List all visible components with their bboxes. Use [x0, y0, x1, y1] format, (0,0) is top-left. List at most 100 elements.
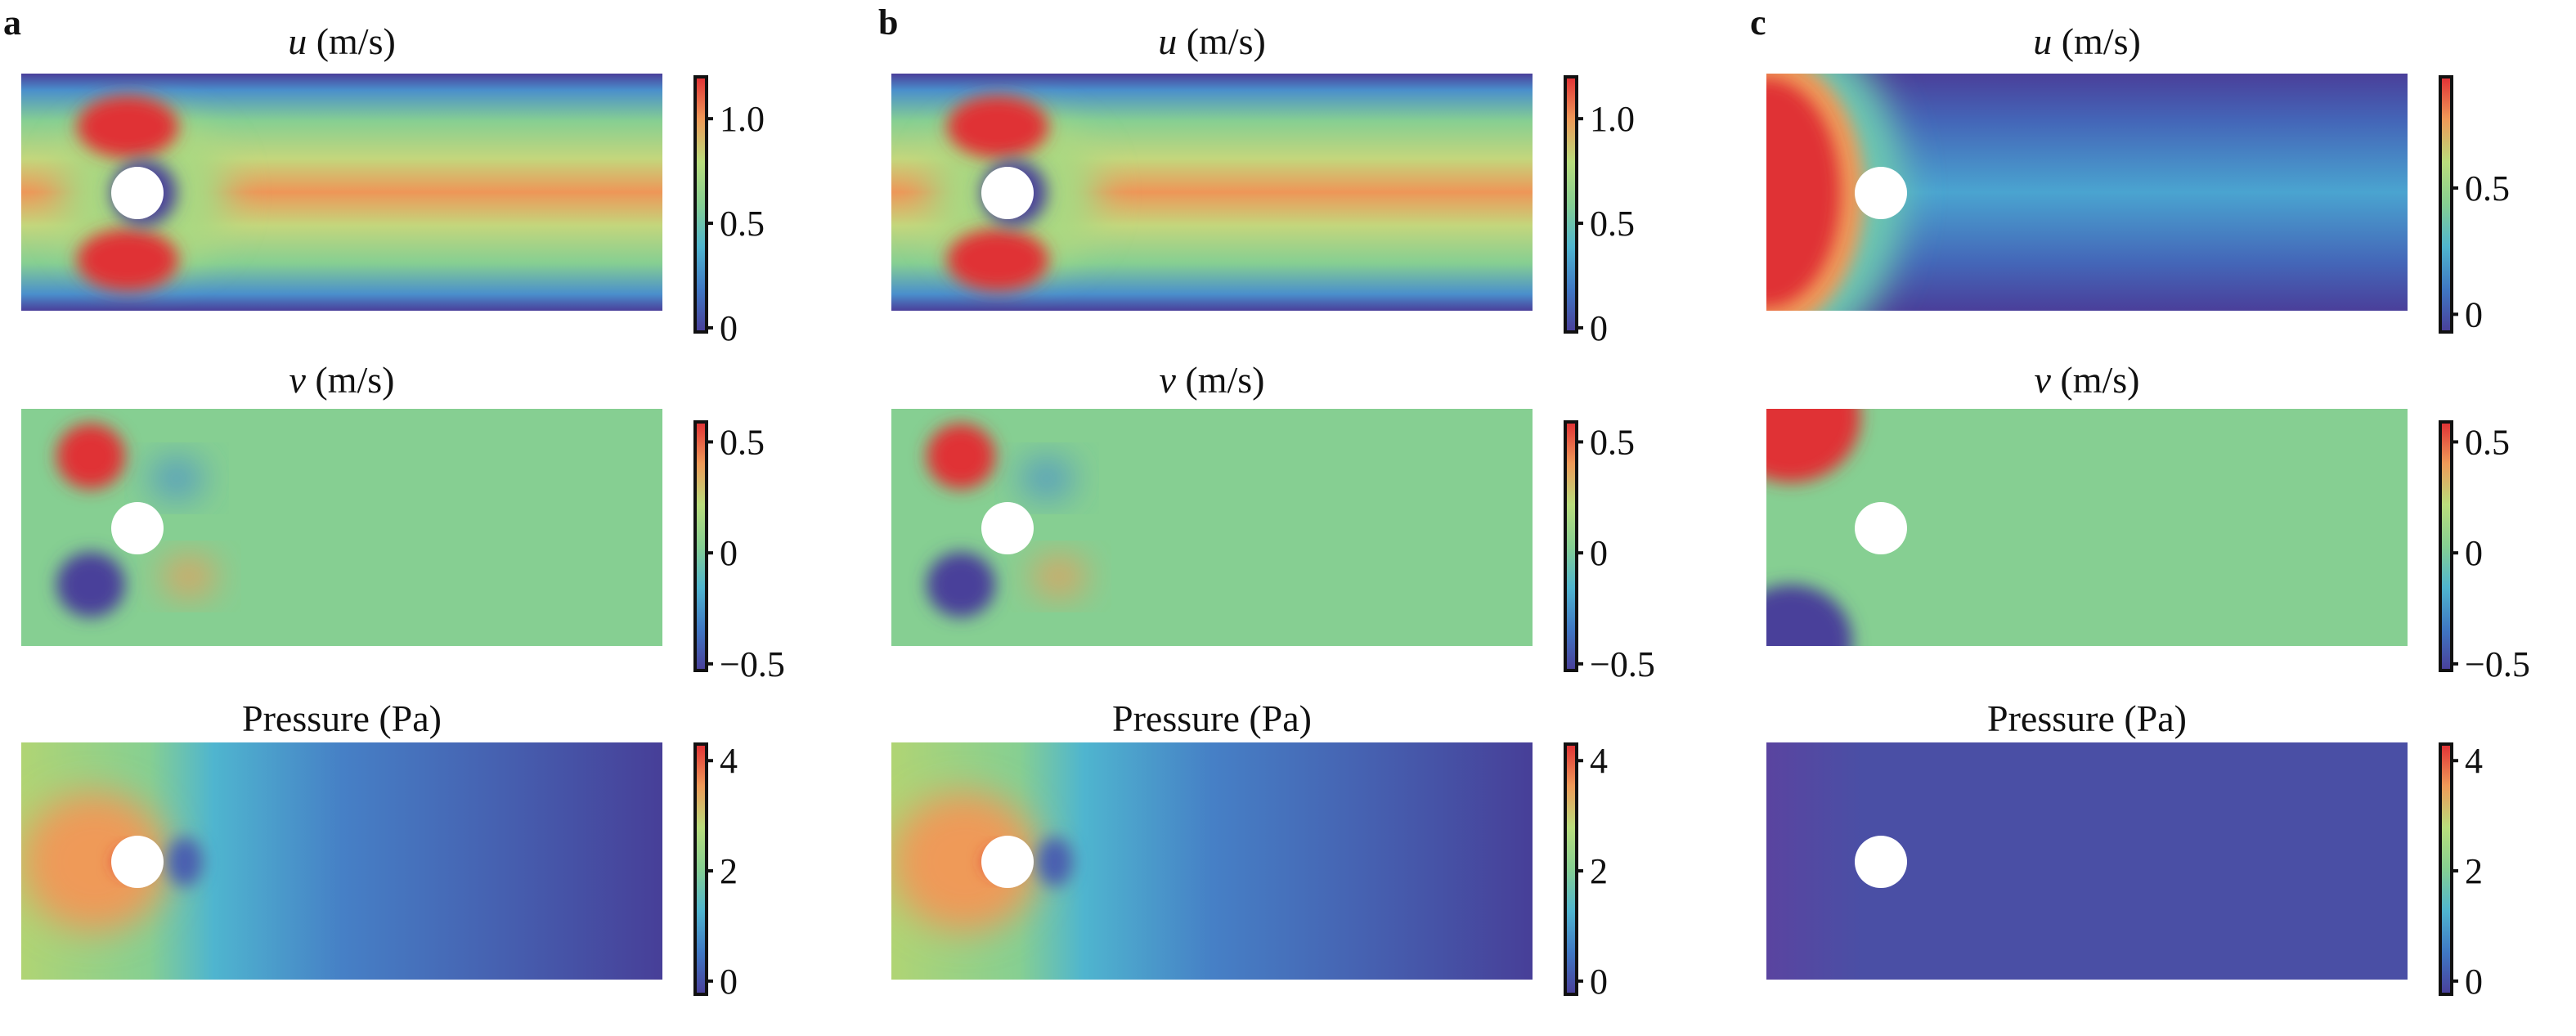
- field-region: [927, 552, 995, 617]
- heatmap-v: [21, 409, 662, 646]
- field-region: [1037, 837, 1073, 886]
- colorbar-tick-label: 4: [720, 741, 738, 781]
- colorbar-tick-label: 0: [1590, 533, 1608, 573]
- heatmap-u: [21, 74, 662, 311]
- title-unit: (m/s): [315, 359, 394, 401]
- cylinder-obstacle: [111, 502, 164, 554]
- colorbar: [693, 75, 708, 334]
- colorbar-tick-label: 0: [2465, 294, 2483, 334]
- field-region: [947, 96, 1048, 158]
- colorbar-tick-label: 0.5: [1590, 204, 1635, 244]
- plot-title: u (m/s): [288, 20, 396, 62]
- colorbar-tick-label: 0: [2465, 962, 2483, 1002]
- colorbar-tick-label: 0: [720, 533, 738, 573]
- colorbar-tick-label: 0: [1590, 308, 1608, 348]
- colorbar-tick-label: 1.0: [1590, 99, 1635, 139]
- heatmap-u: [891, 74, 1533, 311]
- field-region: [167, 837, 203, 886]
- cylinder-obstacle: [1855, 167, 1907, 219]
- plot-title: v (m/s): [1159, 359, 1264, 401]
- plot-title: Pressure (Pa): [1112, 697, 1312, 739]
- colorbar-tick-label: 4: [2465, 741, 2483, 781]
- field-region: [927, 424, 995, 489]
- colorbar: [693, 742, 708, 996]
- colorbar: [1564, 75, 1578, 334]
- plot-title: v (m/s): [289, 359, 394, 401]
- cylinder-obstacle: [1855, 836, 1907, 888]
- colorbar-tick-label: 0: [2465, 533, 2483, 573]
- plot-title: u (m/s): [1158, 20, 1266, 62]
- heatmap-v: [891, 409, 1533, 646]
- colorbar-tick-label: 0: [720, 962, 738, 1002]
- heatmap-p: [891, 742, 1533, 980]
- plot-title: v (m/s): [2034, 359, 2139, 401]
- colorbar: [1564, 742, 1578, 996]
- title-variable: v: [1159, 359, 1185, 401]
- title-variable: u: [2033, 20, 2062, 62]
- heatmap-p: [1766, 742, 2408, 980]
- colorbar-tick-label: 0.5: [2465, 168, 2510, 209]
- colorbar-tick-label: 0.5: [1590, 422, 1635, 462]
- panel-label: a: [3, 2, 21, 43]
- cylinder-obstacle: [981, 836, 1034, 888]
- panel-a: a u (m/s) 0 0.5 1.0 v (m/s) −0.5 0 0.5 Pressure (…: [3, 2, 785, 1002]
- colorbar-tick-label: 2: [2465, 851, 2483, 891]
- cylinder-obstacle: [111, 167, 164, 219]
- colorbar-tick-label: 0.5: [720, 204, 765, 244]
- title-unit: (m/s): [1187, 20, 1266, 62]
- field-region: [1033, 558, 1085, 594]
- field-region: [947, 229, 1048, 291]
- title-variable: u: [288, 20, 316, 62]
- panel-label: b: [878, 2, 898, 43]
- cylinder-obstacle: [981, 502, 1034, 554]
- field-region: [1766, 78, 1840, 307]
- colorbar-tick-label: 0.5: [720, 422, 765, 462]
- field-region: [56, 552, 125, 617]
- field-region: [77, 96, 178, 158]
- field-region: [1766, 585, 1852, 646]
- colorbar-tick-label: 2: [1590, 851, 1608, 891]
- colorbar-tick-label: 0: [720, 308, 738, 348]
- title-unit: (m/s): [2060, 359, 2139, 401]
- title-variable: v: [2034, 359, 2060, 401]
- cylinder-obstacle: [111, 836, 164, 888]
- title-unit: Pressure (Pa): [1987, 697, 2187, 739]
- heatmap-v: [1766, 409, 2408, 646]
- field-region: [56, 424, 125, 489]
- panel-b: b u (m/s) 0 0.5 1.0 v (m/s) −0.5 0 0.5 Pressure (…: [878, 2, 1655, 1002]
- cylinder-obstacle: [1855, 502, 1907, 554]
- colorbar-tick-label: 4: [1590, 741, 1608, 781]
- heatmap-u: [1766, 74, 2408, 311]
- title-variable: u: [1158, 20, 1187, 62]
- title-unit: (m/s): [2062, 20, 2141, 62]
- colorbar: [2439, 742, 2453, 996]
- cylinder-obstacle: [981, 167, 1034, 219]
- colorbar-tick-label: −0.5: [720, 644, 785, 684]
- field-region: [150, 460, 203, 496]
- title-variable: v: [289, 359, 315, 401]
- plot-title: Pressure (Pa): [1987, 697, 2187, 739]
- heatmap-p: [21, 742, 662, 980]
- field-region: [1766, 409, 1860, 482]
- colorbar-tick-label: 2: [720, 851, 738, 891]
- colorbar-tick-label: −0.5: [1590, 644, 1655, 684]
- title-unit: (m/s): [1185, 359, 1264, 401]
- colorbar-tick-label: −0.5: [2465, 644, 2530, 684]
- title-unit: Pressure (Pa): [1112, 697, 1312, 739]
- colorbar-tick-label: 0: [1590, 962, 1608, 1002]
- title-unit: (m/s): [316, 20, 396, 62]
- colorbar: [693, 420, 708, 672]
- colorbar-tick-label: 0.5: [2465, 422, 2510, 462]
- field-region: [891, 792, 1039, 931]
- plot-title: u (m/s): [2033, 20, 2141, 62]
- field-region: [1021, 460, 1073, 496]
- field-region: [163, 558, 215, 594]
- plot-title: Pressure (Pa): [242, 697, 442, 739]
- panel-label: c: [1750, 2, 1766, 43]
- colorbar-tick-label: 1.0: [720, 99, 765, 139]
- colorbar: [2439, 75, 2453, 334]
- title-unit: Pressure (Pa): [242, 697, 442, 739]
- field-region: [21, 792, 168, 931]
- panel-c: c u (m/s) 0 0.5 v (m/s) −0.5 0 0.5 Pressure (Pa)…: [1750, 2, 2530, 1002]
